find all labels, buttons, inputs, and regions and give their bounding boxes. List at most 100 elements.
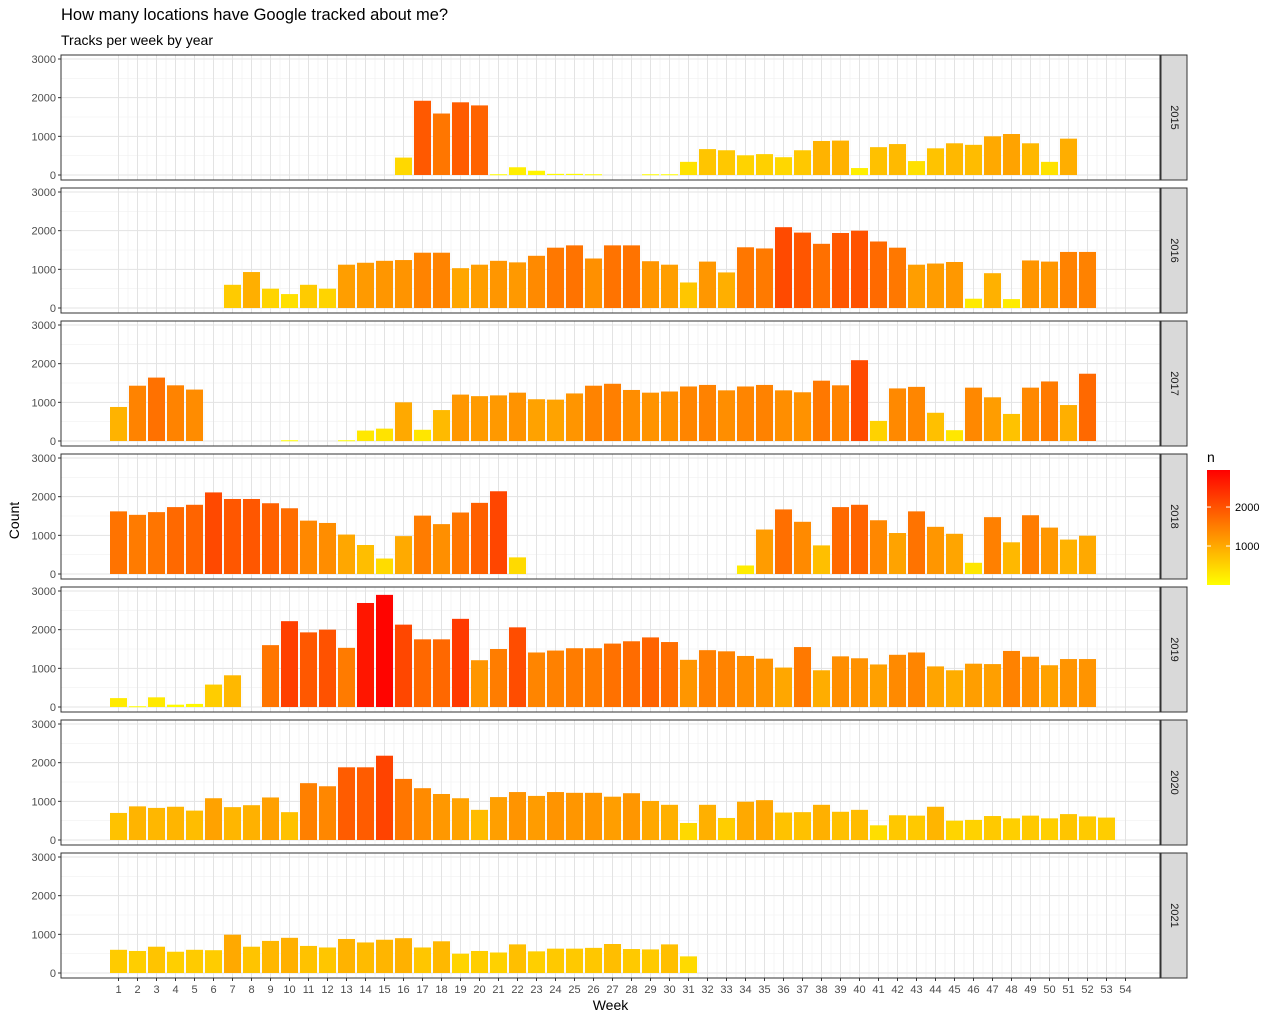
bar-2018-week-3 xyxy=(148,512,165,574)
bar-2017-week-1 xyxy=(110,406,127,441)
bar-2017-week-36 xyxy=(775,390,792,441)
bar-2017-week-25 xyxy=(566,393,583,441)
bar-2016-week-33 xyxy=(718,272,735,308)
bar-2015-week-45 xyxy=(946,143,963,175)
chart-subtitle: Tracks per week by year xyxy=(61,32,213,48)
bar-2019-week-12 xyxy=(319,629,336,707)
facet-strip-label: 2019 xyxy=(1168,637,1180,661)
panel-border xyxy=(60,187,1161,314)
x-tick-label: 7 xyxy=(229,984,235,996)
x-tick-label: 22 xyxy=(511,984,523,996)
y-tick-label: 0 xyxy=(50,303,56,315)
bar-2019-week-49 xyxy=(1022,656,1039,707)
bar-2019-week-35 xyxy=(756,658,773,707)
bar-2018-week-47 xyxy=(984,517,1001,574)
bar-2018-week-39 xyxy=(832,507,849,574)
bar-2021-week-1 xyxy=(110,949,127,973)
bar-2018-week-14 xyxy=(357,545,374,574)
bar-2018-week-34 xyxy=(737,565,754,574)
bar-2021-week-22 xyxy=(509,944,526,973)
bar-2015-week-41 xyxy=(870,147,887,175)
bar-2017-week-39 xyxy=(832,385,849,441)
y-tick-label: 2000 xyxy=(32,359,56,371)
bar-2019-week-47 xyxy=(984,664,1001,707)
bar-2016-week-21 xyxy=(490,260,507,308)
bar-2016-week-11 xyxy=(300,284,317,308)
bar-2018-week-49 xyxy=(1022,515,1039,574)
facet-panel-2016: 0 1000 2000 3000 2016 xyxy=(32,187,1188,315)
bar-2020-week-29 xyxy=(642,800,659,840)
bar-2016-week-25 xyxy=(566,245,583,308)
bar-2018-week-18 xyxy=(433,524,450,574)
facet-strip xyxy=(1160,852,1188,979)
bar-2016-week-15 xyxy=(376,260,393,308)
bar-2020-week-19 xyxy=(452,798,469,840)
bar-2020-week-46 xyxy=(965,819,982,840)
bar-2020-week-49 xyxy=(1022,815,1039,840)
bar-2018-week-52 xyxy=(1079,535,1096,574)
bar-2020-week-43 xyxy=(908,815,925,840)
bar-2021-week-28 xyxy=(623,949,640,973)
bar-2020-week-48 xyxy=(1003,818,1020,840)
bar-2016-week-38 xyxy=(813,243,830,308)
bar-2017-week-38 xyxy=(813,380,830,441)
bar-2015-week-24 xyxy=(547,173,564,175)
x-tick-label: 8 xyxy=(248,984,254,996)
bar-2017-week-23 xyxy=(528,399,545,441)
bar-2015-week-40 xyxy=(851,168,868,175)
y-tick-label: 3000 xyxy=(32,187,56,199)
bar-2017-week-31 xyxy=(680,386,697,441)
x-tick-label: 53 xyxy=(1100,984,1112,996)
bar-2015-week-36 xyxy=(775,157,792,175)
bar-2017-week-32 xyxy=(699,384,716,441)
x-tick-label: 44 xyxy=(929,984,941,996)
bar-2021-week-24 xyxy=(547,948,564,973)
facet-panel-2017: 0 1000 2000 3000 2017 xyxy=(32,320,1188,448)
bar-2019-week-39 xyxy=(832,656,849,707)
bar-2019-week-42 xyxy=(889,654,906,707)
bar-2019-week-14 xyxy=(357,602,374,707)
y-axis-title: Count xyxy=(6,502,22,539)
x-tick-label: 30 xyxy=(663,984,675,996)
bar-2021-week-4 xyxy=(167,951,184,973)
bar-2016-week-26 xyxy=(585,258,602,308)
x-tick-label: 46 xyxy=(967,984,979,996)
facet-strip-label: 2016 xyxy=(1168,238,1180,262)
facet-strip-label: 2015 xyxy=(1168,105,1180,129)
bar-2020-week-41 xyxy=(870,825,887,840)
bar-2019-week-27 xyxy=(604,643,621,707)
bar-2016-week-32 xyxy=(699,261,716,308)
bar-2018-week-45 xyxy=(946,533,963,574)
x-tick-label: 9 xyxy=(267,984,273,996)
y-tick-label: 1000 xyxy=(32,397,56,409)
x-tick-label: 47 xyxy=(986,984,998,996)
bar-2015-week-29 xyxy=(642,174,659,176)
bar-2018-week-35 xyxy=(756,529,773,574)
facet-panel-2020: 0 1000 2000 3000 2020 xyxy=(32,719,1188,847)
y-tick-label: 3000 xyxy=(32,586,56,598)
bar-2016-week-8 xyxy=(243,272,260,308)
bar-2017-week-47 xyxy=(984,397,1001,441)
x-tick-label: 28 xyxy=(625,984,637,996)
x-tick-label: 41 xyxy=(872,984,884,996)
bar-2018-week-16 xyxy=(395,536,412,574)
y-tick-label: 1000 xyxy=(32,530,56,542)
bar-2019-week-36 xyxy=(775,667,792,707)
bar-2016-week-39 xyxy=(832,232,849,308)
bar-2017-week-51 xyxy=(1060,405,1077,441)
x-tick-label: 37 xyxy=(796,984,808,996)
bar-2017-week-48 xyxy=(1003,413,1020,441)
bar-2020-week-28 xyxy=(623,793,640,840)
bar-2015-week-16 xyxy=(395,157,412,175)
x-tick-label: 48 xyxy=(1005,984,1017,996)
x-tick-label: 17 xyxy=(416,984,428,996)
bar-2017-week-5 xyxy=(186,389,203,441)
bar-2018-week-2 xyxy=(129,514,146,574)
legend-tick-label: 1000 xyxy=(1235,541,1259,553)
bar-2017-week-40 xyxy=(851,360,868,441)
bar-2020-week-27 xyxy=(604,796,621,840)
facet-strip xyxy=(1160,719,1188,846)
bar-2021-week-17 xyxy=(414,947,431,973)
bar-2016-week-13 xyxy=(338,264,355,308)
